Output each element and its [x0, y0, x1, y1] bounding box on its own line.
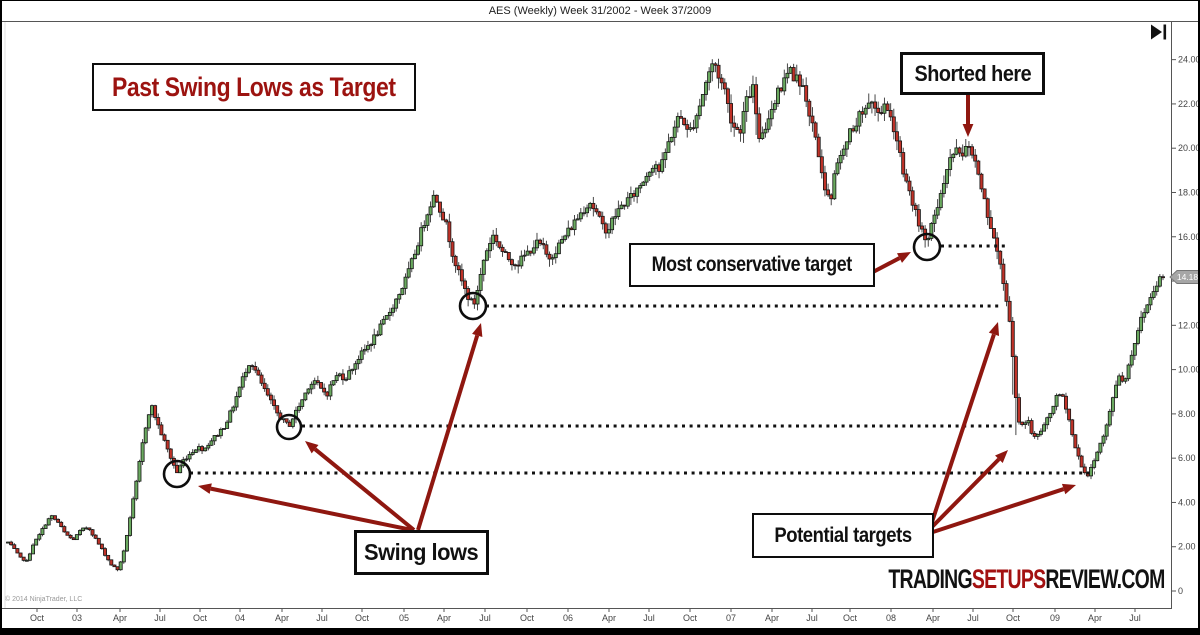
svg-text:Jul: Jul	[154, 613, 166, 623]
svg-text:2.00: 2.00	[1178, 542, 1196, 552]
most-conservative-target-text: Most conservative target	[651, 253, 853, 276]
shorted-here-annotation: Shorted here	[900, 52, 1045, 95]
svg-text:06: 06	[563, 613, 573, 623]
svg-text:Jul: Jul	[316, 613, 328, 623]
svg-text:Apr: Apr	[926, 613, 940, 623]
svg-text:Apr: Apr	[113, 613, 127, 623]
svg-text:6.00: 6.00	[1178, 453, 1196, 463]
svg-text:Oct: Oct	[520, 613, 535, 623]
site-watermark: TRADINGSETUPSREVIEW.COM	[888, 564, 1166, 595]
svg-text:22.00: 22.00	[1178, 99, 1200, 109]
svg-text:4.00: 4.00	[1178, 497, 1196, 507]
svg-text:Apr: Apr	[275, 613, 289, 623]
svg-text:0: 0	[1178, 586, 1183, 596]
svg-text:Jul: Jul	[1129, 613, 1141, 623]
last-price-tag: 14.18	[1169, 270, 1199, 285]
svg-text:Apr: Apr	[602, 613, 616, 623]
target-dotted-lines	[190, 244, 1095, 475]
watermark-setups: SETUPS	[972, 564, 1046, 594]
svg-text:Oct: Oct	[30, 613, 45, 623]
svg-text:08: 08	[886, 613, 896, 623]
bottom-black-bar	[2, 628, 1198, 635]
chart-titlebar: AES (Weekly) Week 31/2002 - Week 37/2009	[2, 1, 1198, 22]
swing-lows-annotation: Swing lows	[354, 530, 489, 575]
ninjatrader-copyright: © 2014 NinjaTrader, LLC	[5, 596, 83, 603]
svg-text:14.18: 14.18	[1177, 272, 1199, 282]
svg-text:05: 05	[399, 613, 409, 623]
svg-text:04: 04	[235, 613, 245, 623]
watermark-review: REVIEW.COM	[1045, 564, 1166, 594]
candlesticks	[6, 58, 1165, 572]
svg-text:Jul: Jul	[479, 613, 491, 623]
svg-text:Oct: Oct	[1006, 613, 1021, 623]
main-title-text: Past Swing Lows as Target	[112, 71, 396, 102]
most-conservative-target-annotation: Most conservative target	[629, 243, 875, 287]
svg-text:10.00: 10.00	[1178, 365, 1200, 375]
svg-text:20.00: 20.00	[1178, 143, 1200, 153]
svg-text:07: 07	[726, 613, 736, 623]
svg-text:Oct: Oct	[843, 613, 858, 623]
potential-targets-annotation: Potential targets	[752, 513, 934, 558]
svg-text:09: 09	[1050, 613, 1060, 623]
svg-text:Jul: Jul	[643, 613, 655, 623]
svg-text:03: 03	[72, 613, 82, 623]
svg-text:Oct: Oct	[355, 613, 370, 623]
annotation-arrows	[198, 94, 1076, 534]
svg-text:18.00: 18.00	[1178, 187, 1200, 197]
svg-text:Apr: Apr	[437, 613, 451, 623]
shorted-here-text: Shorted here	[914, 60, 1031, 86]
swing-low-circles	[162, 232, 942, 489]
main-title-annotation: Past Swing Lows as Target	[92, 63, 416, 111]
axes: 24.0022.0020.0018.0016.0014.0012.0010.00…	[2, 22, 1200, 623]
watermark-trading: TRADING	[888, 564, 973, 594]
svg-text:24.00: 24.00	[1178, 55, 1200, 65]
svg-text:12.00: 12.00	[1178, 320, 1200, 330]
svg-text:Jul: Jul	[967, 613, 979, 623]
svg-text:Apr: Apr	[1088, 613, 1102, 623]
go-to-end-icon	[1151, 24, 1167, 40]
potential-targets-text: Potential targets	[774, 523, 912, 547]
swing-lows-text: Swing lows	[364, 539, 479, 565]
svg-text:Apr: Apr	[765, 613, 779, 623]
svg-text:16.00: 16.00	[1178, 232, 1200, 242]
svg-text:Oct: Oct	[683, 613, 698, 623]
svg-text:Jul: Jul	[806, 613, 818, 623]
chart-title: AES (Weekly) Week 31/2002 - Week 37/2009	[488, 5, 712, 17]
go-to-end-button[interactable]	[1149, 24, 1171, 40]
svg-text:8.00: 8.00	[1178, 409, 1196, 419]
svg-text:Oct: Oct	[193, 613, 208, 623]
